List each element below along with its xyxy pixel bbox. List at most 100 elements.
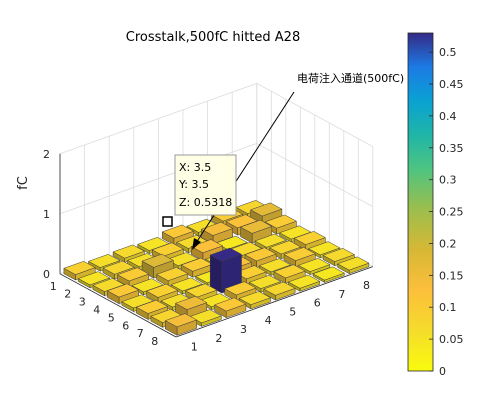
x-tick-label: 7 bbox=[338, 288, 345, 301]
x-tick-label: 2 bbox=[215, 332, 222, 345]
x-tick-labels: 1 2 3 4 5 6 7 8 bbox=[191, 279, 370, 354]
colorbar-tick-label: 0.25 bbox=[439, 206, 464, 219]
z-axis-label: fC bbox=[16, 176, 31, 190]
bar-top bbox=[209, 247, 243, 262]
bar bbox=[297, 258, 331, 276]
bar-top bbox=[145, 283, 179, 298]
y-tick-label: 3 bbox=[79, 296, 86, 309]
bar bbox=[312, 266, 345, 283]
bar-top bbox=[254, 233, 287, 248]
bar bbox=[155, 267, 189, 287]
bar-top bbox=[102, 260, 135, 275]
x-tick-label: 4 bbox=[265, 314, 272, 327]
bar bbox=[263, 281, 296, 301]
bar-top bbox=[164, 313, 198, 328]
colorbar-tick-label: 0.3 bbox=[439, 174, 457, 187]
colorbar-tick-label: 0.5 bbox=[439, 46, 457, 59]
bar-top bbox=[336, 256, 370, 271]
x-axis-line bbox=[175, 266, 373, 338]
bar-top bbox=[155, 267, 189, 281]
y-axis-line bbox=[59, 273, 177, 338]
bar-top bbox=[77, 271, 111, 286]
bar-top bbox=[297, 258, 331, 272]
bar-top bbox=[174, 296, 208, 310]
bar-top bbox=[180, 257, 214, 272]
bar-top bbox=[307, 241, 341, 256]
annotation: 电荷注入通道(500fC) bbox=[192, 71, 404, 250]
bar bbox=[106, 283, 140, 305]
bar-top bbox=[263, 281, 296, 296]
annotation-arrow-head bbox=[192, 238, 201, 250]
colorbar: 0 0.05 0.1 0.15 0.2 0.25 0.3 0.35 0.4 0.45 0.5 bbox=[407, 32, 464, 378]
annotation-arrow-line bbox=[195, 91, 295, 244]
wall-grid-line bbox=[59, 142, 373, 215]
annotation-text: 电荷注入通道(500fC) bbox=[297, 71, 404, 85]
datatip-box bbox=[174, 154, 237, 216]
bar-top bbox=[151, 242, 185, 257]
colorbar-tick-label: 0.35 bbox=[439, 142, 464, 155]
colorbar-tick-label: 0.4 bbox=[439, 110, 457, 123]
x-tick-label: 6 bbox=[314, 297, 321, 310]
bar bbox=[209, 247, 243, 294]
bar-top bbox=[248, 275, 282, 289]
y-tick-label: 2 bbox=[64, 288, 71, 301]
bar-top bbox=[239, 219, 273, 234]
z-tick-label: 0 bbox=[43, 268, 50, 281]
bar-top bbox=[190, 239, 224, 254]
bar-top bbox=[287, 274, 321, 289]
datatip-marker[interactable] bbox=[162, 216, 173, 227]
bar-top bbox=[238, 291, 272, 305]
x-tick-label: 1 bbox=[191, 341, 198, 354]
colorbar-gradient bbox=[407, 32, 434, 372]
bar-top bbox=[258, 258, 292, 273]
y-tick-label: 8 bbox=[151, 335, 158, 348]
datatip[interactable]: X: 3.5 Y: 3.5 Z: 0.5318 bbox=[162, 154, 237, 227]
bar-top bbox=[249, 202, 283, 217]
z-tick-labels: 0 1 2 bbox=[43, 148, 50, 281]
x-tick-label: 8 bbox=[363, 279, 370, 292]
y-tick-label: 6 bbox=[122, 319, 129, 332]
bar-top bbox=[116, 267, 150, 282]
bar-top bbox=[170, 277, 204, 292]
bar-plot bbox=[63, 200, 370, 336]
bar bbox=[190, 239, 224, 262]
colorbar-tick-label: 0.45 bbox=[439, 78, 464, 91]
colorbar-tick-label: 0.1 bbox=[439, 301, 457, 314]
y-tick-label: 4 bbox=[93, 303, 100, 316]
wall-grid-line bbox=[59, 82, 373, 155]
bar-top bbox=[293, 231, 327, 245]
bar-top bbox=[141, 253, 175, 268]
bar-top bbox=[312, 266, 345, 281]
y-tick-label: 7 bbox=[137, 327, 144, 340]
colorbar-tick-label: 0 bbox=[439, 365, 446, 378]
bar-top bbox=[87, 254, 121, 268]
bar-top bbox=[135, 299, 169, 314]
bar bbox=[283, 247, 316, 268]
bar bbox=[213, 297, 247, 319]
bar-top bbox=[106, 283, 140, 298]
x-tick-label: 5 bbox=[289, 305, 296, 318]
bar bbox=[180, 257, 214, 278]
bar-top bbox=[264, 214, 298, 229]
datatip-x: X: 3.5 bbox=[179, 161, 211, 174]
y-tick-label: 5 bbox=[108, 311, 115, 324]
bar-top bbox=[184, 283, 218, 298]
z-tick-label: 2 bbox=[43, 148, 50, 161]
bar-top bbox=[244, 247, 277, 262]
bar bbox=[239, 219, 273, 244]
datatip-y: Y: 3.5 bbox=[178, 178, 209, 191]
colorbar-ticks: 0 0.05 0.1 0.15 0.2 0.25 0.3 0.35 0.4 0.45 0.5 bbox=[429, 46, 464, 378]
bar-top bbox=[200, 221, 234, 236]
z-tick-label: 1 bbox=[43, 208, 50, 221]
colorbar-tick-label: 0.05 bbox=[439, 333, 464, 346]
bar-top bbox=[273, 264, 306, 279]
chart-title: Crosstalk,500fC hitted A28 bbox=[126, 30, 300, 45]
bar-top bbox=[322, 248, 356, 262]
bar-top bbox=[224, 281, 257, 296]
y-tick-label: 1 bbox=[50, 280, 57, 293]
colorbar-tick-label: 0.2 bbox=[439, 237, 457, 250]
bar-top bbox=[63, 261, 96, 275]
bar bbox=[164, 313, 198, 336]
bar bbox=[145, 283, 179, 304]
